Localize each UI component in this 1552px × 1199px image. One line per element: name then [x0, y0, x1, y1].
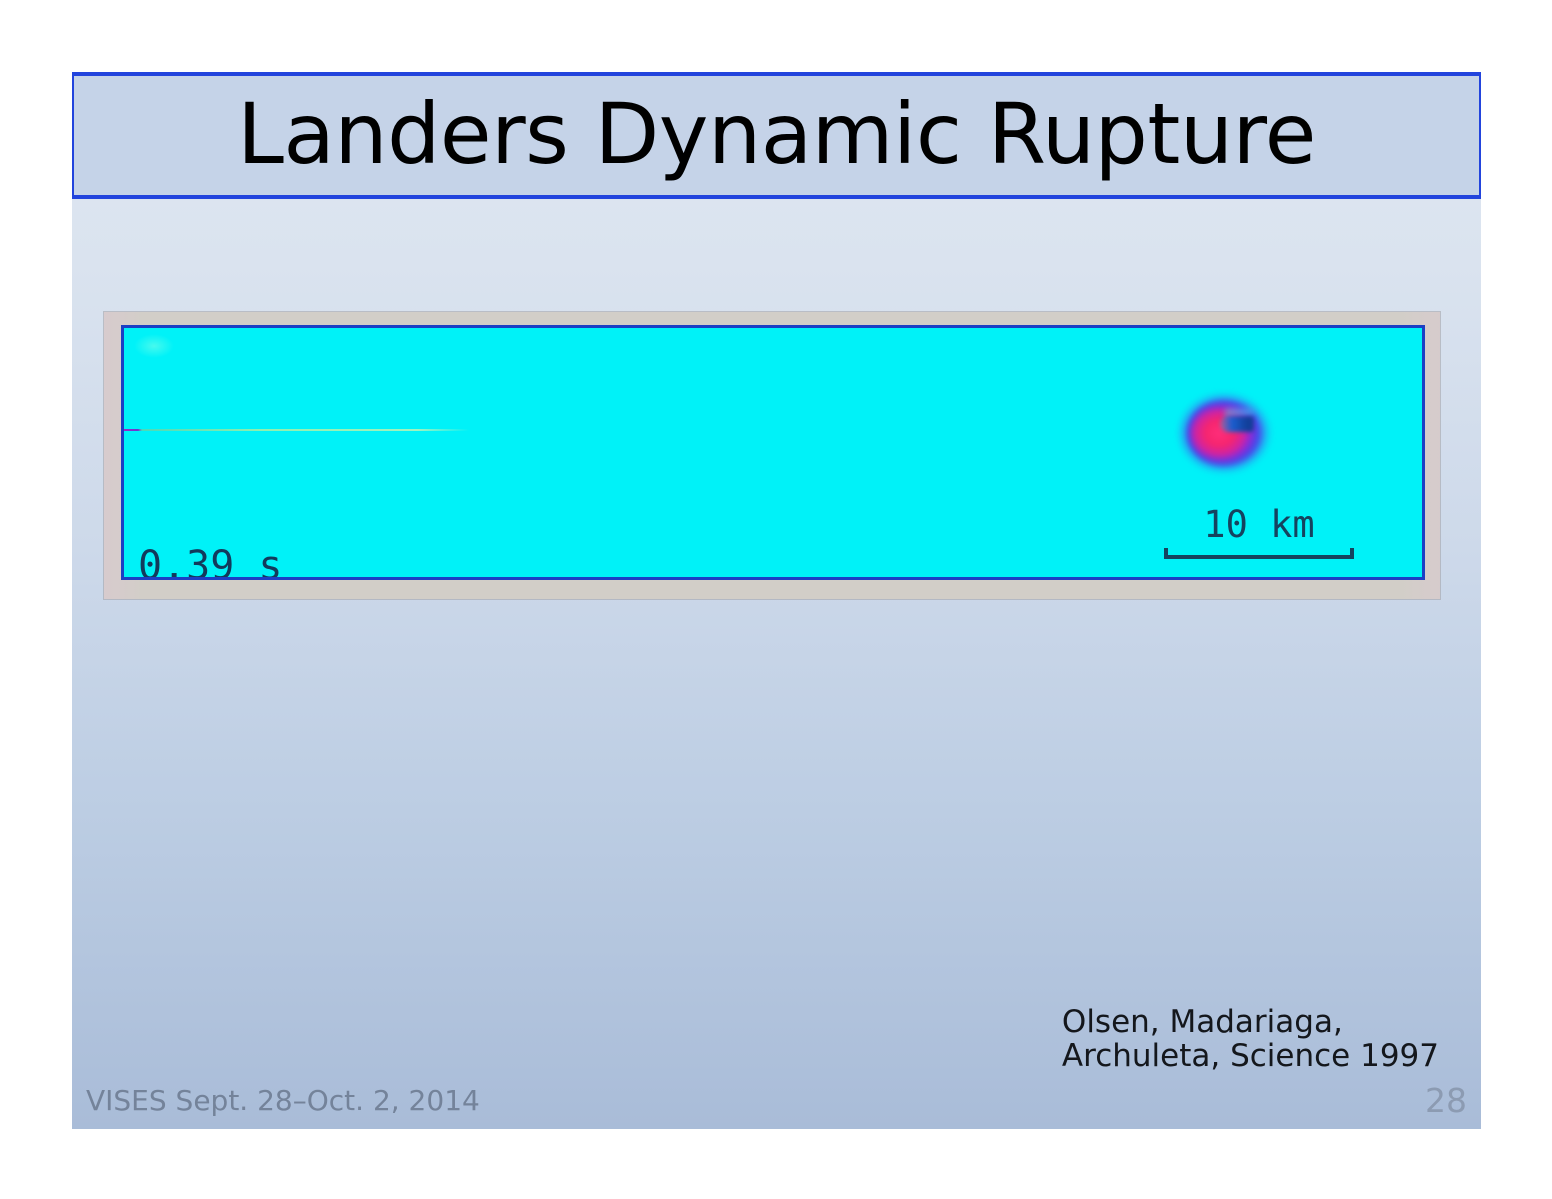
scale-bar-rule: [1164, 548, 1354, 559]
scale-bar-line: [1164, 555, 1354, 559]
scale-bar-label: 10 km: [1203, 503, 1315, 546]
scale-bar-tick-right: [1350, 548, 1354, 559]
slide-title-box: Landers Dynamic Rupture: [72, 72, 1481, 199]
fault-trace-line: [124, 429, 469, 431]
page-title: Landers Dynamic Rupture: [237, 84, 1316, 183]
citation-text: Olsen, Madariaga, Archuleta, Science 199…: [1061, 1003, 1439, 1075]
rupture-simulation-panel: 10 km 0.39 s: [121, 325, 1425, 580]
page-number: 28: [1425, 1081, 1467, 1120]
rupture-front-notch: [1220, 416, 1254, 432]
scale-bar-tick-left: [1164, 548, 1168, 559]
footer-conference-text: VISES Sept. 28–Oct. 2, 2014: [86, 1084, 480, 1117]
scale-bar: 10 km: [1164, 506, 1354, 559]
rupture-front-blob: [1178, 390, 1278, 476]
rupture-front-notch-upper: [1224, 408, 1254, 417]
slide: Landers Dynamic Rupture 10 km: [72, 72, 1481, 1129]
simulation-figure-frame: 10 km 0.39 s: [104, 312, 1440, 599]
simulation-time-label: 0.39 s: [138, 543, 283, 580]
